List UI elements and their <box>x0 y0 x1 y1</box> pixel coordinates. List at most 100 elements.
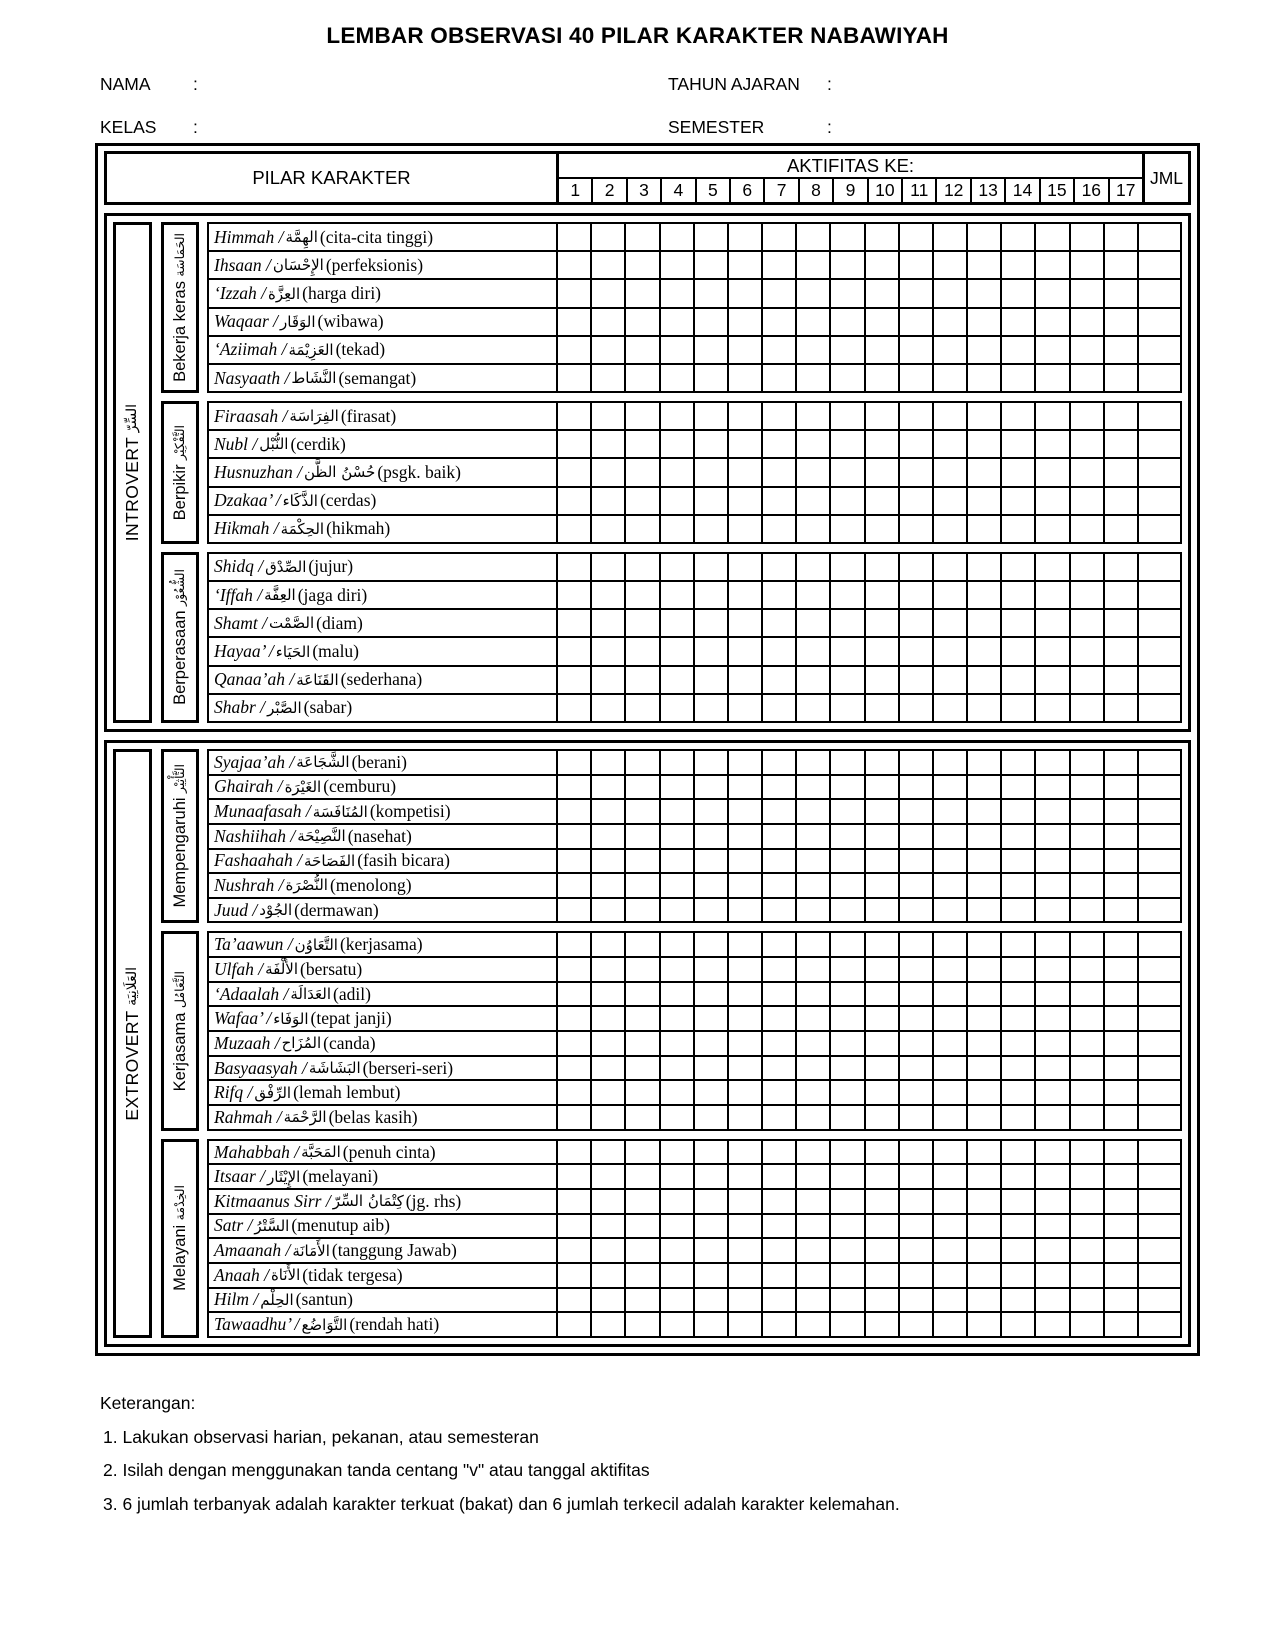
activity-cell[interactable] <box>900 775 934 799</box>
activity-cell[interactable] <box>592 1032 627 1055</box>
activity-cell[interactable] <box>797 1081 832 1104</box>
jml-cell[interactable] <box>1139 1239 1180 1262</box>
activity-cell[interactable] <box>968 308 1003 335</box>
activity-cell[interactable] <box>661 582 695 609</box>
activity-cell[interactable] <box>831 1056 866 1080</box>
activity-cell[interactable] <box>1036 431 1071 458</box>
activity-cell[interactable] <box>934 1140 969 1164</box>
activity-cell[interactable] <box>1036 751 1071 774</box>
jml-cell[interactable] <box>1139 933 1180 956</box>
activity-cell[interactable] <box>592 824 627 848</box>
activity-cell[interactable] <box>1036 1105 1071 1129</box>
activity-cell[interactable] <box>968 1165 1003 1188</box>
activity-cell[interactable] <box>729 1313 764 1336</box>
activity-cell[interactable] <box>695 775 729 799</box>
activity-cell[interactable] <box>729 553 764 581</box>
activity-cell[interactable] <box>1071 224 1105 251</box>
activity-cell[interactable] <box>592 874 627 897</box>
activity-cell[interactable] <box>763 849 798 873</box>
activity-cell[interactable] <box>968 1190 1003 1213</box>
jml-cell[interactable] <box>1139 899 1180 922</box>
activity-cell[interactable] <box>695 874 729 897</box>
activity-cell[interactable] <box>1105 1165 1139 1188</box>
activity-cell[interactable] <box>1071 751 1105 774</box>
activity-cell[interactable] <box>831 1007 866 1031</box>
activity-cell[interactable] <box>695 694 729 722</box>
activity-cell[interactable] <box>729 610 764 637</box>
activity-cell[interactable] <box>558 610 593 637</box>
activity-cell[interactable] <box>1071 403 1105 430</box>
activity-cell[interactable] <box>626 1288 661 1312</box>
activity-cell[interactable] <box>695 824 729 848</box>
activity-cell[interactable] <box>661 751 695 774</box>
activity-cell[interactable] <box>831 982 866 1006</box>
activity-cell[interactable] <box>1002 515 1037 542</box>
activity-cell[interactable] <box>797 958 832 981</box>
activity-cell[interactable] <box>592 1288 627 1312</box>
activity-cell[interactable] <box>592 1190 627 1213</box>
activity-cell[interactable] <box>934 775 969 799</box>
activity-cell[interactable] <box>1002 280 1037 307</box>
activity-cell[interactable] <box>558 1190 593 1213</box>
activity-cell[interactable] <box>1105 849 1139 873</box>
activity-cell[interactable] <box>797 1288 832 1312</box>
activity-cell[interactable] <box>1036 849 1071 873</box>
activity-cell[interactable] <box>1105 666 1139 693</box>
activity-cell[interactable] <box>695 1007 729 1031</box>
activity-cell[interactable] <box>592 431 627 458</box>
jml-cell[interactable] <box>1139 1032 1180 1055</box>
activity-cell[interactable] <box>797 610 832 637</box>
activity-cell[interactable] <box>592 224 627 251</box>
activity-cell[interactable] <box>558 800 593 823</box>
activity-cell[interactable] <box>797 751 832 774</box>
activity-cell[interactable] <box>1036 898 1071 922</box>
activity-cell[interactable] <box>1002 1165 1037 1188</box>
activity-cell[interactable] <box>695 1313 729 1336</box>
activity-cell[interactable] <box>661 1081 695 1104</box>
jml-cell[interactable] <box>1139 459 1180 485</box>
activity-cell[interactable] <box>592 1105 627 1129</box>
activity-cell[interactable] <box>729 1288 764 1312</box>
activity-cell[interactable] <box>831 1165 866 1188</box>
activity-cell[interactable] <box>729 1263 764 1287</box>
activity-cell[interactable] <box>831 1214 866 1238</box>
activity-cell[interactable] <box>763 933 798 957</box>
activity-cell[interactable] <box>661 958 695 981</box>
activity-cell[interactable] <box>900 553 934 581</box>
activity-cell[interactable] <box>797 1239 832 1262</box>
activity-cell[interactable] <box>1036 933 1071 957</box>
activity-cell[interactable] <box>592 898 627 922</box>
activity-cell[interactable] <box>831 1032 866 1055</box>
activity-cell[interactable] <box>900 638 934 665</box>
activity-cell[interactable] <box>592 610 627 637</box>
activity-cell[interactable] <box>558 775 593 799</box>
activity-cell[interactable] <box>763 515 798 542</box>
activity-cell[interactable] <box>1036 1288 1071 1312</box>
activity-cell[interactable] <box>695 1263 729 1287</box>
activity-cell[interactable] <box>900 1081 934 1104</box>
activity-cell[interactable] <box>1071 1056 1105 1080</box>
activity-cell[interactable] <box>626 431 661 458</box>
activity-cell[interactable] <box>1036 1007 1071 1031</box>
activity-cell[interactable] <box>661 694 695 722</box>
activity-cell[interactable] <box>1071 1140 1105 1164</box>
activity-cell[interactable] <box>695 610 729 637</box>
activity-cell[interactable] <box>763 874 798 897</box>
activity-cell[interactable] <box>968 610 1003 637</box>
activity-cell[interactable] <box>866 694 900 722</box>
activity-cell[interactable] <box>831 582 866 609</box>
activity-cell[interactable] <box>1002 958 1037 981</box>
activity-cell[interactable] <box>626 1140 661 1164</box>
activity-cell[interactable] <box>1071 958 1105 981</box>
activity-cell[interactable] <box>729 1239 764 1262</box>
activity-cell[interactable] <box>866 1190 900 1213</box>
jml-cell[interactable] <box>1139 365 1180 391</box>
jml-cell[interactable] <box>1139 516 1180 542</box>
activity-cell[interactable] <box>866 1032 900 1055</box>
activity-cell[interactable] <box>934 958 969 981</box>
activity-cell[interactable] <box>934 1263 969 1287</box>
activity-cell[interactable] <box>626 982 661 1006</box>
activity-cell[interactable] <box>1002 252 1037 279</box>
activity-cell[interactable] <box>661 1140 695 1164</box>
activity-cell[interactable] <box>729 800 764 823</box>
